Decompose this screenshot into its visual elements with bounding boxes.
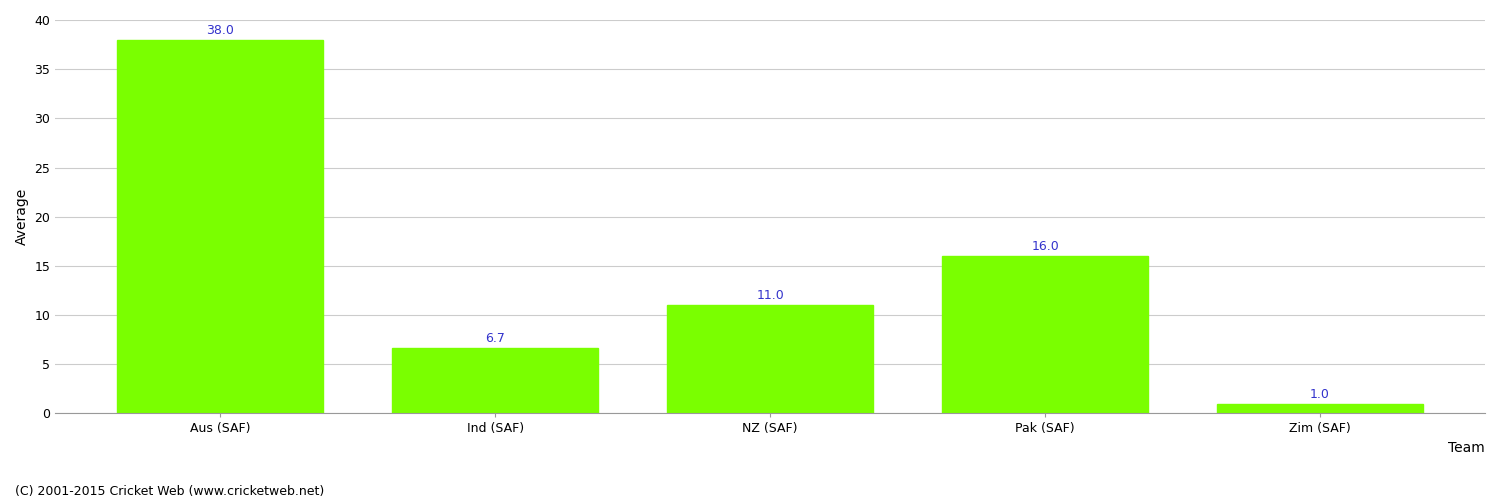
Bar <box>942 256 1148 414</box>
Text: 16.0: 16.0 <box>1030 240 1059 253</box>
Text: 11.0: 11.0 <box>756 290 784 302</box>
X-axis label: Team: Team <box>1448 441 1485 455</box>
Y-axis label: Average: Average <box>15 188 28 246</box>
Text: (C) 2001-2015 Cricket Web (www.cricketweb.net): (C) 2001-2015 Cricket Web (www.cricketwe… <box>15 485 324 498</box>
Bar <box>392 348 598 414</box>
Bar <box>668 305 873 414</box>
Text: 6.7: 6.7 <box>486 332 506 344</box>
Text: 38.0: 38.0 <box>207 24 234 36</box>
Text: 1.0: 1.0 <box>1310 388 1330 400</box>
Bar <box>1216 404 1423 413</box>
Bar <box>117 40 324 414</box>
